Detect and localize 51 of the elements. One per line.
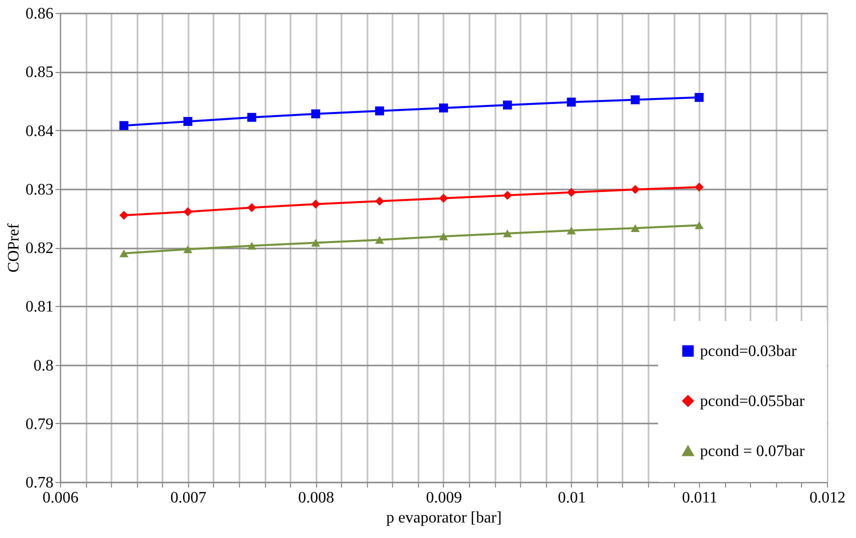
x-axis-title: p evaporator [bar] — [386, 510, 502, 526]
legend-label: pcond = 0.07bar — [700, 443, 806, 460]
x-tick-label: 0.008 — [298, 490, 334, 506]
x-tick-label: 0.01 — [558, 490, 586, 506]
point — [694, 221, 704, 230]
y-tick-label: 0.82 — [26, 240, 54, 257]
point — [311, 238, 320, 247]
point — [566, 98, 576, 107]
point — [247, 112, 256, 122]
point — [502, 190, 512, 200]
y-axis-title: COPref — [6, 222, 22, 272]
point — [502, 100, 512, 110]
y-tick-label: 0.83 — [26, 181, 54, 198]
point — [375, 236, 384, 244]
point — [630, 95, 640, 104]
point — [375, 196, 384, 206]
x-tick-label: 0.006 — [42, 490, 78, 506]
point — [630, 224, 640, 232]
point — [311, 200, 320, 209]
point — [183, 116, 192, 126]
legend-label: pcond=0.055bar — [700, 393, 806, 410]
point — [119, 249, 128, 258]
y-tick-label: 0.85 — [26, 64, 54, 82]
point — [439, 194, 448, 203]
point — [247, 242, 256, 250]
point — [694, 92, 704, 102]
y-tick-label: 0.84 — [26, 122, 54, 140]
y-tick-label: 0.79 — [26, 416, 54, 433]
x-tick-label: 0.007 — [170, 490, 206, 506]
point — [119, 121, 128, 130]
point — [502, 230, 512, 238]
point — [375, 106, 384, 116]
legend-label: pcond=0.03bar — [700, 343, 798, 360]
x-tick-label: 0.009 — [426, 490, 462, 506]
point — [311, 109, 320, 118]
point — [439, 104, 448, 112]
y-tick-label: 0.78 — [26, 474, 54, 492]
y-tick-label: 0.86 — [26, 6, 54, 22]
point — [119, 210, 128, 220]
point — [183, 245, 192, 254]
point — [694, 182, 704, 192]
point — [566, 226, 576, 234]
x-tick-label: 0.011 — [682, 490, 718, 506]
point — [630, 184, 640, 194]
point — [183, 207, 192, 216]
point — [439, 232, 448, 240]
y-tick-label: 0.81 — [26, 298, 54, 316]
point — [247, 203, 256, 212]
point — [566, 188, 576, 197]
y-tick-label: 0.8 — [34, 357, 54, 374]
x-tick-label: 0.012 — [810, 490, 846, 506]
